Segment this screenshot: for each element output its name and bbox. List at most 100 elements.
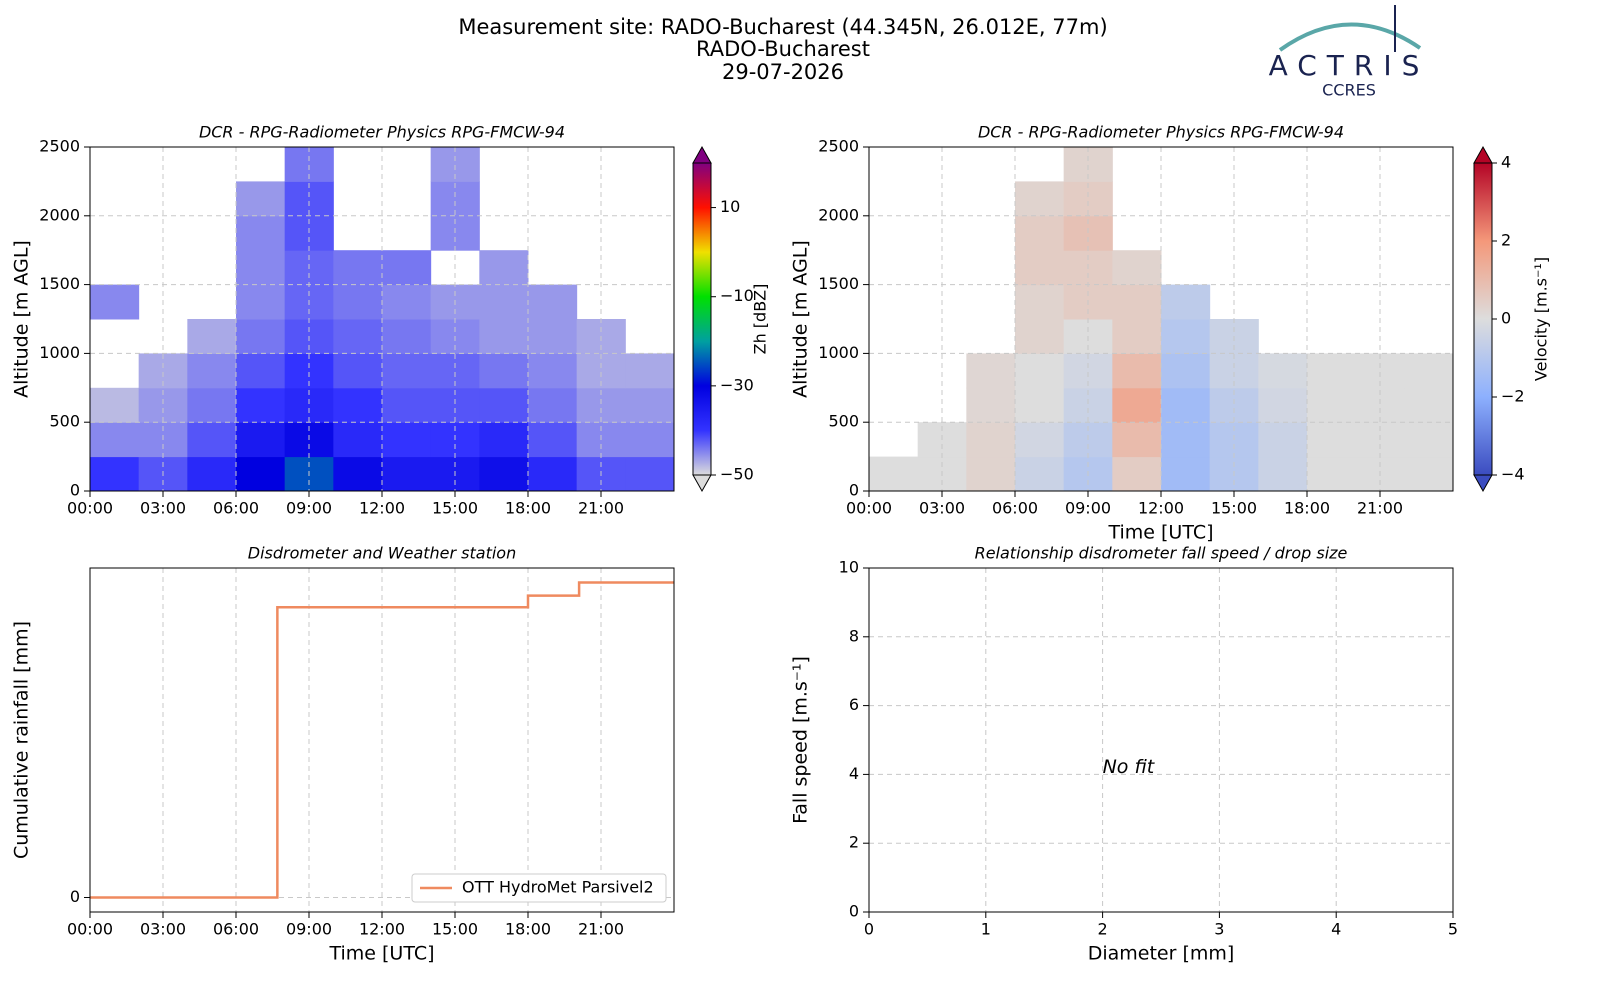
heatmap-cell: [382, 250, 432, 286]
y-axis-label: Cumulative rainfall [mm]: [11, 621, 33, 859]
heatmap-cell: [1258, 387, 1308, 423]
header-title: Measurement site: RADO-Bucharest (44.345…: [458, 15, 1107, 39]
x-tick-label: 06:00: [213, 499, 259, 518]
heatmap-cell: [236, 456, 286, 492]
x-tick-label: 0: [864, 920, 874, 939]
y-tick-label: 2500: [39, 137, 80, 156]
x-tick-label: 2: [1098, 920, 1108, 939]
axes-title: DCR - RPG-Radiometer Physics RPG-FMCW-94: [199, 123, 565, 142]
heatmap-cell: [1307, 353, 1357, 389]
heatmap-cell: [625, 353, 675, 389]
colorbar-label: Velocity [m.s⁻¹]: [1532, 257, 1551, 381]
logo-sub: CCRES: [1322, 81, 1376, 100]
colorbar-tick-label: −50: [720, 465, 754, 484]
y-tick-label: 0: [70, 481, 80, 500]
axes-frame: [89, 567, 675, 913]
heatmap-cell: [236, 284, 286, 320]
y-tick-label: 2500: [818, 137, 859, 156]
heatmap-cell: [1112, 319, 1162, 354]
heatmap-cell: [382, 387, 432, 423]
heatmap-cell: [1015, 215, 1065, 251]
heatmap-cell: [333, 353, 383, 389]
axes-title: DCR - RPG-Radiometer Physics RPG-FMCW-94: [978, 123, 1344, 142]
heatmap-cell: [528, 387, 578, 423]
y-tick-label: 2000: [39, 205, 80, 224]
x-tick-label: 12:00: [359, 920, 405, 939]
y-tick-label: 10: [839, 558, 859, 577]
heatmap-cell: [187, 456, 237, 492]
colorbar: [1473, 162, 1493, 476]
x-tick-label: 00:00: [67, 499, 113, 518]
heatmap-cell: [1112, 250, 1162, 286]
heatmap-cell: [236, 181, 286, 217]
x-tick-label: 03:00: [140, 499, 186, 518]
heatmap-cell: [1161, 387, 1211, 423]
heatmap-cell: [187, 387, 237, 423]
y-tick-label: 8: [849, 626, 859, 645]
logo-name: ACTRIS: [1269, 49, 1430, 82]
heatmap-cell: [528, 456, 578, 492]
heatmap-cell: [333, 387, 383, 423]
heatmap-cell: [1404, 456, 1454, 492]
x-tick-label: 12:00: [1138, 499, 1184, 518]
heatmap-cell: [625, 456, 675, 492]
x-tick-label: 12:00: [359, 499, 405, 518]
heatmap-cell: [187, 353, 237, 389]
heatmap-cell: [966, 353, 1016, 389]
heatmap-cell: [479, 422, 529, 458]
axes-frame: [868, 146, 1454, 492]
x-tick-label: 00:00: [846, 499, 892, 518]
x-axis-label: Time [UTC]: [328, 943, 434, 965]
heatmap-cell: [236, 215, 286, 251]
x-tick-label: 06:00: [992, 499, 1038, 518]
y-tick-label: 500: [828, 412, 859, 431]
legend-label: OTT HydroMet Parsivel2: [462, 878, 654, 897]
x-tick-label: 18:00: [505, 920, 551, 939]
heatmap-cell: [966, 387, 1016, 423]
axes-title: Disdrometer and Weather station: [248, 544, 516, 563]
heatmap-cell: [625, 387, 675, 423]
x-axis-label: Time [UTC]: [1107, 522, 1213, 544]
heatmap-cell: [869, 456, 919, 492]
colorbar-extend: [1473, 145, 1493, 164]
x-tick-label: 18:00: [505, 499, 551, 518]
heatmap-cell: [382, 319, 432, 354]
heatmap-cell: [966, 456, 1016, 492]
heatmap-cell: [1015, 456, 1065, 492]
y-axis-label: Fall speed [m.s⁻¹]: [790, 656, 812, 824]
heatmap-cell: [333, 250, 383, 286]
heatmap-cell: [333, 319, 383, 354]
colorbar-tick-label: 10: [720, 197, 740, 216]
heatmap-cell: [1161, 284, 1211, 320]
heatmap-cell: [382, 353, 432, 389]
x-tick-label: 5: [1448, 920, 1458, 939]
series-line: [90, 581, 674, 899]
heatmap-cell: [90, 387, 140, 423]
y-axis-label: Altitude [m AGL]: [790, 240, 812, 398]
heatmap-cell: [966, 422, 1016, 458]
heatmap-cell: [479, 250, 529, 286]
heatmap-cell: [1112, 284, 1162, 320]
y-tick-label: 0: [70, 887, 80, 906]
heatmap-cell: [236, 422, 286, 458]
colorbar-extend: [692, 145, 712, 164]
heatmap-cell: [1307, 456, 1357, 492]
heatmap-cell: [528, 319, 578, 354]
heatmap-cell: [528, 284, 578, 320]
y-tick-label: 1000: [39, 343, 80, 362]
y-tick-label: 4: [849, 764, 859, 783]
heatmap-cell: [1404, 387, 1454, 423]
heatmap-cell: [528, 422, 578, 458]
y-axis-label: Altitude [m AGL]: [11, 240, 33, 398]
x-tick-label: 15:00: [432, 920, 478, 939]
heatmap-cell: [1404, 422, 1454, 458]
x-tick-label: 15:00: [1211, 499, 1257, 518]
heatmap-cell: [1307, 422, 1357, 458]
axes-frame: [868, 567, 1454, 913]
heatmap-cell: [333, 284, 383, 320]
heatmap-cell: [187, 422, 237, 458]
heatmap-cell: [479, 387, 529, 423]
colorbar-tick-label: 4: [1501, 153, 1511, 172]
heatmap-cell: [1015, 353, 1065, 389]
heatmap-cell: [1015, 387, 1065, 423]
